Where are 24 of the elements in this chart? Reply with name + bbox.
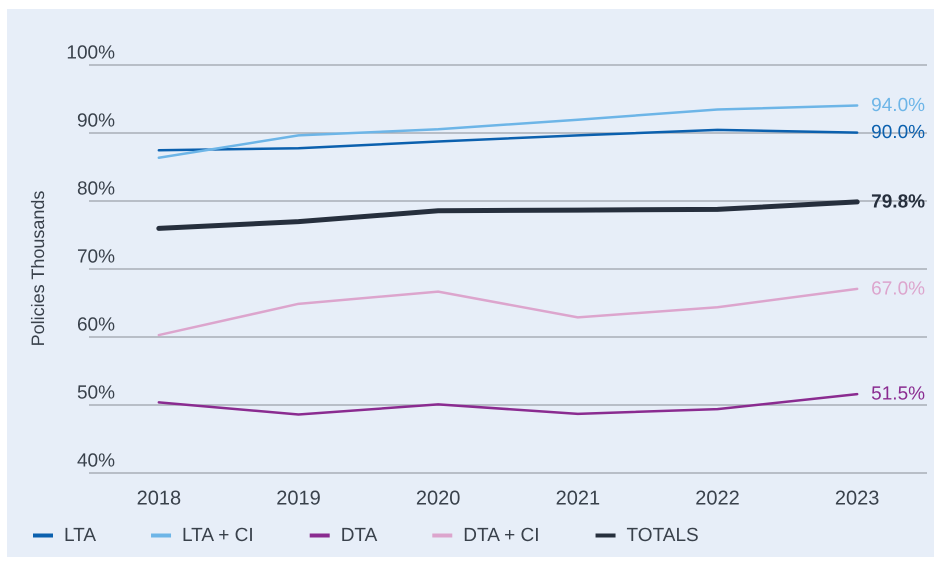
y-tick-label: 90% [76, 110, 116, 132]
y-axis-title: Policies Thousands [28, 190, 48, 346]
data-label: 90.0% [871, 122, 926, 144]
x-tick-label: 2019 [276, 487, 321, 510]
data-label: 51.5% [871, 384, 926, 405]
legend-label: DTA + CI [463, 525, 540, 546]
x-tick-label: 2020 [416, 487, 460, 510]
y-tick-label: 70% [76, 246, 116, 268]
y-tick-label: 100% [66, 42, 116, 64]
legend-label: TOTALS [626, 525, 699, 546]
data-label: 94.0% [871, 94, 926, 116]
y-tick-label: 80% [76, 178, 116, 200]
y-tick-label: 60% [76, 314, 116, 336]
x-tick-label: 2018 [136, 487, 182, 510]
y-tick-label: 40% [76, 450, 116, 472]
legend-label: LTA + CI [182, 525, 254, 546]
data-label: 67.0% [871, 278, 926, 300]
y-tick-label: 50% [76, 382, 116, 404]
legend-label: DTA [340, 525, 378, 546]
x-tick-label: 2021 [556, 487, 600, 510]
x-tick-label: 2023 [834, 487, 880, 510]
x-tick-label: 2022 [695, 487, 740, 510]
data-label: 79.8% [871, 191, 926, 212]
legend-label: LTA [64, 525, 96, 546]
